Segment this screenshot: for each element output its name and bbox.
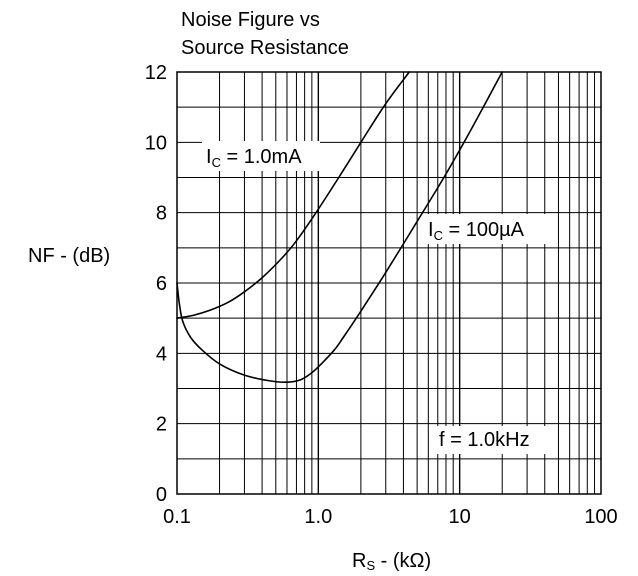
x-tick-labels: 0.1 1.0 10 100 <box>163 506 618 528</box>
series-layer <box>176 71 504 384</box>
x-tick-label: 10 <box>449 506 471 528</box>
y-tick-label: 4 <box>156 343 167 365</box>
annotation-ic-1ma: IC = 1.0mA <box>202 141 320 171</box>
y-tick-label: 6 <box>156 273 167 295</box>
x-tick-label: 0.1 <box>163 506 191 528</box>
annotation-ic-100ua-rest: = 100µA <box>443 219 525 241</box>
annotation-ic-100ua-main: I <box>428 219 434 241</box>
annotation-frequency-text: f = 1.0kHz <box>439 429 530 451</box>
annotation-frequency: f = 1.0kHz <box>436 426 552 454</box>
annotation-ic-1ma-sub: C <box>212 155 221 170</box>
x-tick-label: 1.0 <box>304 506 332 528</box>
y-tick-label: 8 <box>156 203 167 225</box>
x-tick-label: 100 <box>584 506 617 528</box>
y-tick-labels: 0 2 4 6 8 10 12 <box>145 62 167 506</box>
y-tick-label: 12 <box>145 62 167 84</box>
y-tick-label: 2 <box>156 414 167 436</box>
svg-text:IC = 1.0mA: IC = 1.0mA <box>206 146 302 170</box>
y-axis-label: NF - (dB) <box>28 245 110 267</box>
series-line-1 <box>176 71 411 319</box>
x-axis-label: RS - (kΩ) <box>352 550 431 573</box>
chart-title-line-2: Source Resistance <box>181 37 349 59</box>
y-tick-label: 10 <box>145 132 167 154</box>
svg-text:IC = 100µA: IC = 100µA <box>428 219 525 243</box>
x-axis-label-main: R <box>352 550 366 572</box>
x-axis-label-sub: S <box>366 558 375 573</box>
chart-title-line-1: Noise Figure vs <box>181 9 320 31</box>
y-tick-label: 0 <box>156 484 167 506</box>
x-axis-label-rest: - (kΩ) <box>375 550 431 572</box>
annotation-ic-100ua: IC = 100µA <box>425 214 551 244</box>
series-line-2 <box>176 71 504 384</box>
annotation-ic-1ma-rest: = 1.0mA <box>221 146 302 168</box>
annotation-ic-100ua-sub: C <box>434 228 443 243</box>
annotation-ic-1ma-main: I <box>206 146 212 168</box>
